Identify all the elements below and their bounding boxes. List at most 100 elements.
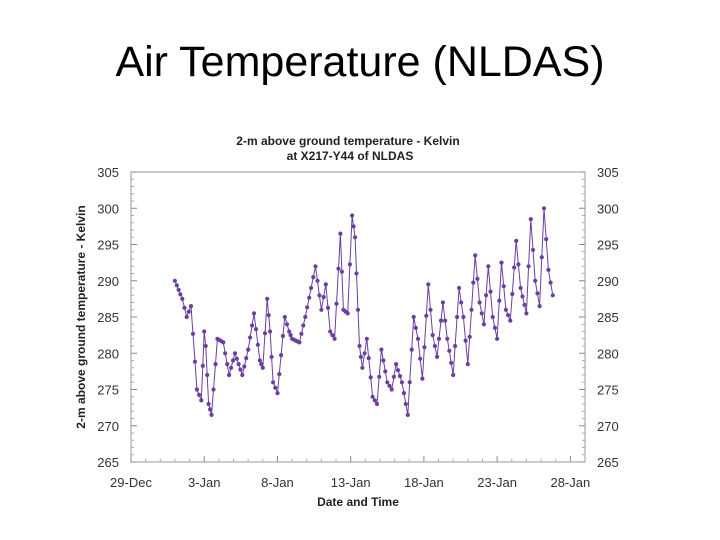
data-point	[358, 354, 363, 359]
data-point	[368, 375, 373, 380]
data-point	[260, 365, 265, 370]
data-point	[330, 333, 335, 338]
data-point	[336, 266, 341, 271]
data-point	[303, 314, 308, 320]
data-point	[332, 336, 337, 341]
x-tick-label: 28-Jan	[550, 475, 590, 490]
data-point	[533, 278, 538, 283]
data-point	[203, 343, 208, 349]
data-point	[514, 238, 519, 243]
chart-title: 2-m above ground temperature - Kelvin	[236, 134, 459, 148]
y-tick-label-right: 300	[597, 201, 619, 216]
data-point	[422, 345, 427, 350]
data-point	[544, 237, 549, 242]
data-point	[486, 264, 491, 269]
x-tick-label: 23-Jan	[477, 475, 517, 490]
data-point	[377, 374, 382, 379]
data-point	[518, 285, 523, 291]
data-point	[199, 398, 204, 403]
data-point	[192, 359, 198, 364]
data-point	[420, 376, 425, 381]
data-point	[539, 255, 544, 260]
data-point	[238, 367, 243, 372]
data-point	[288, 333, 293, 338]
data-point	[387, 383, 392, 388]
data-point	[503, 307, 508, 312]
data-point	[516, 262, 521, 267]
data-point	[445, 336, 450, 341]
chart-subtitle: at X217-Y44 of NLDAS	[287, 149, 414, 163]
data-point	[172, 278, 177, 283]
data-point	[395, 368, 401, 373]
y-tick-label-left: 300	[97, 201, 119, 216]
y-tick-label-left: 285	[97, 310, 119, 325]
data-point	[366, 356, 371, 361]
y-tick-label-right: 295	[597, 238, 619, 253]
y-tick-label-right: 290	[597, 274, 619, 289]
data-point	[190, 331, 196, 336]
data-point	[347, 262, 352, 267]
data-point	[202, 329, 207, 334]
x-tick-label: 3-Jan	[188, 475, 221, 490]
y-tick-label-left: 265	[97, 455, 119, 470]
data-point	[208, 407, 213, 412]
data-point	[364, 336, 369, 341]
data-point	[251, 311, 257, 316]
data-point	[255, 342, 260, 347]
data-point	[526, 264, 531, 269]
data-point	[535, 291, 540, 296]
data-point	[492, 325, 497, 330]
data-point	[334, 301, 339, 306]
y-tick-label-left: 305	[97, 165, 119, 180]
data-point	[297, 340, 302, 345]
data-point	[194, 387, 199, 392]
data-point	[405, 412, 410, 417]
data-point	[271, 380, 276, 385]
data-point	[178, 292, 183, 297]
data-point	[257, 358, 262, 363]
data-point	[403, 401, 408, 407]
data-point	[321, 295, 326, 300]
data-point	[469, 307, 474, 312]
data-point	[279, 353, 284, 358]
data-point	[211, 387, 216, 392]
data-point	[351, 224, 356, 229]
data-point	[323, 282, 328, 287]
data-point	[550, 293, 555, 298]
data-point	[451, 372, 456, 378]
data-point	[225, 362, 230, 367]
data-point	[357, 343, 362, 349]
data-point	[385, 380, 390, 385]
y-tick-label-right: 285	[597, 310, 619, 325]
data-point	[266, 313, 271, 318]
data-point	[481, 322, 486, 327]
y-tick-label-right: 305	[597, 165, 619, 180]
data-point	[221, 340, 226, 345]
data-point	[501, 284, 506, 289]
data-point	[389, 387, 394, 392]
data-point	[409, 347, 414, 352]
data-point	[213, 362, 218, 367]
data-point	[463, 338, 468, 343]
data-point	[206, 401, 211, 407]
data-point	[461, 314, 466, 320]
data-point	[528, 217, 533, 222]
data-point	[520, 294, 525, 299]
data-point	[537, 304, 542, 309]
data-point	[411, 314, 416, 320]
data-point	[381, 358, 386, 363]
data-point	[242, 364, 247, 369]
data-point	[497, 298, 502, 303]
data-point	[229, 365, 234, 370]
data-point	[205, 372, 210, 378]
data-point	[184, 314, 189, 320]
data-point	[250, 323, 255, 328]
data-point	[506, 313, 511, 318]
y-tick-label-left: 290	[97, 274, 119, 289]
data-point	[440, 300, 445, 305]
data-point	[259, 362, 264, 367]
data-point	[269, 354, 274, 359]
data-point	[275, 391, 280, 396]
data-point	[244, 356, 249, 361]
data-point	[188, 304, 194, 309]
